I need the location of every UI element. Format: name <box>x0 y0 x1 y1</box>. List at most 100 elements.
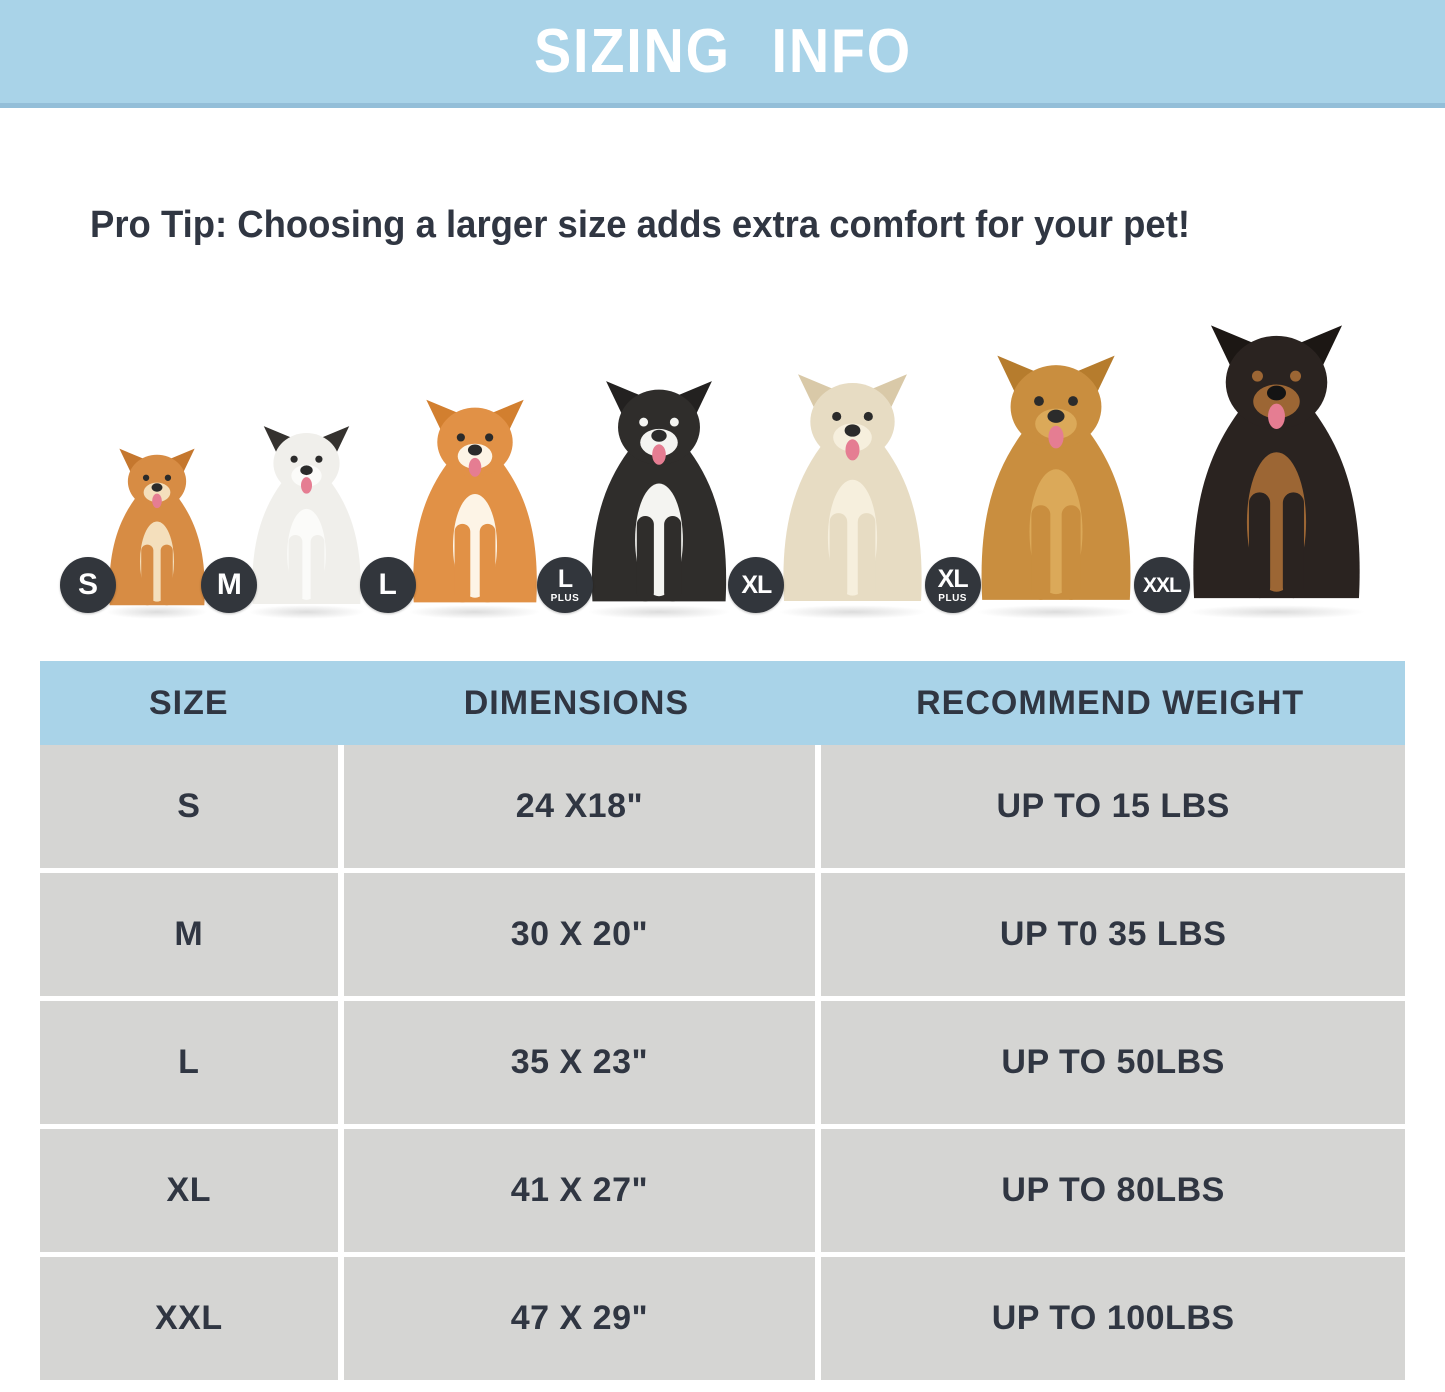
dog-shadow <box>248 605 366 619</box>
dog-ear-icon <box>119 448 149 477</box>
size-table: SIZE DIMENSIONS RECOMMEND WEIGHT S 24 X1… <box>40 661 1405 1380</box>
golden-retriever-dog-icon <box>981 355 1131 600</box>
doberman-dog-image: XXL <box>1133 319 1383 619</box>
dog-nose-icon <box>1266 385 1286 401</box>
dog-nose-icon <box>467 444 482 456</box>
border-collie-dog-image: L PLUS <box>536 376 745 619</box>
dog-ear-icon <box>1291 325 1343 374</box>
dog-ear-icon <box>264 426 298 458</box>
size-badge-label: XL <box>937 564 969 593</box>
table-row-xxl: XXL 47 X 29" UP TO 100LBS <box>40 1257 1405 1380</box>
size-cell: M <box>40 873 338 996</box>
dog-eye-icon <box>456 433 465 442</box>
dimensions-cell: 35 X 23" <box>343 1001 816 1124</box>
dog-leg-icon <box>1282 492 1304 599</box>
pomeranian-dog-image: S <box>60 445 218 619</box>
dog-muzzle-icon <box>640 428 678 457</box>
size-badge-m: M <box>201 557 258 613</box>
dimensions-cell: 47 X 29" <box>343 1257 816 1380</box>
dog-eye-icon <box>484 433 493 442</box>
column-header-size: SIZE <box>148 683 229 722</box>
dog-eye-icon <box>315 455 323 463</box>
dog-tongue-icon <box>1268 403 1285 429</box>
golden-retriever-dog-image: XL PLUS <box>924 350 1151 619</box>
dog-eye-icon <box>832 411 842 422</box>
dog-nose-icon <box>300 465 314 476</box>
size-badge-label: M <box>216 568 242 601</box>
dog-nose-icon <box>1047 409 1065 423</box>
dog-eye-icon <box>142 474 150 481</box>
table-header-row: SIZE DIMENSIONS RECOMMEND WEIGHT <box>40 661 1405 745</box>
dog-ear-icon <box>165 448 195 477</box>
size-badge-label: S <box>77 568 98 601</box>
dog-eye-icon <box>669 417 679 427</box>
size-badge-l-plus: L PLUS <box>536 557 593 613</box>
dog-muzzle-icon <box>1253 384 1300 419</box>
dog-muzzle-icon <box>291 464 322 487</box>
doberman-dog-icon <box>1193 325 1360 599</box>
size-badge-l: L <box>359 557 416 613</box>
dog-leg-icon <box>1031 505 1050 600</box>
dog-eye-icon <box>290 455 299 463</box>
dog-leg-icon <box>1248 492 1271 599</box>
dog-ear-icon <box>798 374 841 415</box>
weight-cell: UP T0 35 LBS <box>821 873 1405 996</box>
dog-leg-icon <box>858 513 876 601</box>
dog-tongue-icon <box>468 457 481 477</box>
dog-shadow <box>408 605 542 619</box>
dog-eye-icon <box>639 417 649 427</box>
labrador-dog-image: XL <box>728 369 941 619</box>
dog-head-icon <box>810 383 895 461</box>
dog-leg-icon <box>160 544 173 606</box>
dog-head-icon <box>127 454 187 509</box>
french-bulldog-dog-icon <box>252 426 362 604</box>
dog-ear-icon <box>316 426 350 458</box>
dog-ear-icon <box>865 374 908 415</box>
dog-tongue-icon <box>152 493 162 509</box>
weight-cell: UP TO 15 LBS <box>821 745 1405 868</box>
dimensions-cell: 30 X 20" <box>343 873 816 996</box>
weight-cell: UP TO 80LBS <box>821 1129 1405 1252</box>
dimensions-cell: 24 X18" <box>343 745 816 868</box>
dog-leg-icon <box>141 544 154 606</box>
dog-eye-icon <box>1251 370 1263 382</box>
shiba-inu-dog-image: L <box>359 395 554 619</box>
dog-shadow <box>778 605 928 619</box>
header-banner: SIZING INFO <box>0 0 1445 108</box>
dog-nose-icon <box>651 429 667 442</box>
size-cell: S <box>40 745 338 868</box>
size-badge-label: XL <box>741 570 772 599</box>
dog-muzzle-icon <box>1034 408 1077 439</box>
dog-leg-icon <box>454 523 470 603</box>
dog-ear-icon <box>485 399 524 436</box>
dog-muzzle-icon <box>143 482 171 503</box>
dog-ear-icon <box>1210 325 1262 374</box>
dog-leg-icon <box>664 515 682 602</box>
dog-shadow <box>586 605 732 619</box>
table-row-xl: XL 41 X 27" UP TO 80LBS <box>40 1129 1405 1252</box>
dog-ear-icon <box>996 355 1043 400</box>
dog-nose-icon <box>844 424 861 437</box>
border-collie-dog-icon <box>591 381 727 602</box>
table-row-m: M 30 X 20" UP T0 35 LBS <box>40 873 1405 996</box>
size-badge-label: XXL <box>1143 573 1182 597</box>
shiba-inu-dog-icon <box>412 399 537 603</box>
size-cell: L <box>40 1001 338 1124</box>
size-badge-sublabel: PLUS <box>550 592 580 604</box>
column-header-dimensions: DIMENSIONS <box>463 683 690 722</box>
column-header-recommend-weight: RECOMMEND WEIGHT <box>916 683 1305 722</box>
french-bulldog-dog-image: M <box>201 422 376 619</box>
size-badge-xxl: XXL <box>1133 557 1190 613</box>
weight-cell: UP TO 100LBS <box>821 1257 1405 1380</box>
dog-size-lineup: S M <box>60 293 1383 619</box>
size-badge-xl-plus: XL PLUS <box>924 557 981 613</box>
dog-leg-icon <box>829 513 848 601</box>
page-title: SIZING INFO <box>533 17 912 86</box>
dog-tongue-icon <box>1048 425 1064 449</box>
size-badge-label: L <box>557 564 573 593</box>
pro-tip-text: Pro Tip: Choosing a larger size adds ext… <box>90 204 1190 246</box>
dog-tongue-icon <box>652 444 666 465</box>
table-row-s: S 24 X18" UP TO 15 LBS <box>40 745 1405 868</box>
dog-eye-icon <box>864 411 874 422</box>
size-badge-s: S <box>60 557 116 613</box>
